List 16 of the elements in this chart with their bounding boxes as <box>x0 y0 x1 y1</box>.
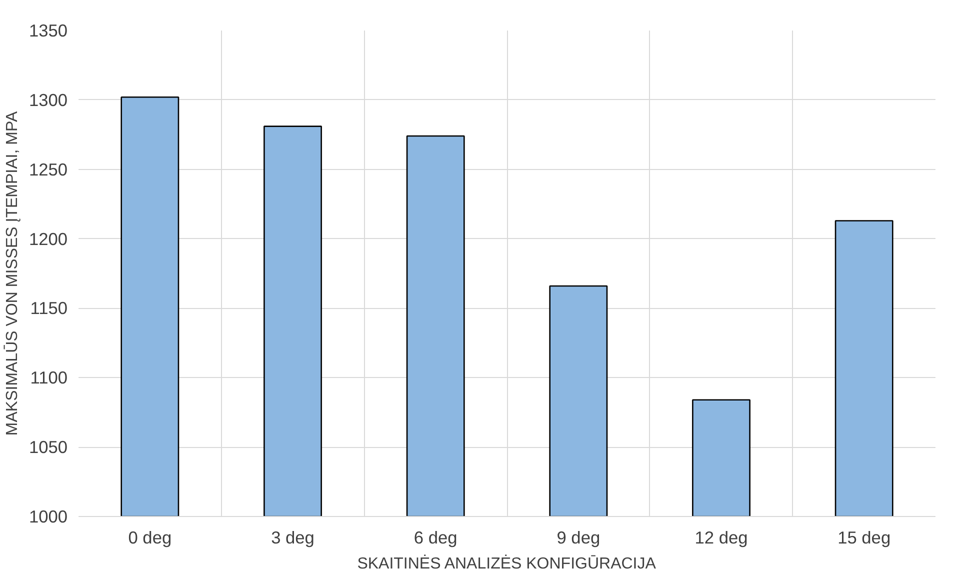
x-tick-label: 6 deg <box>414 528 458 548</box>
y-tick-label: 1350 <box>28 20 68 40</box>
y-tick-label: 1300 <box>28 90 68 110</box>
y-tick-label: 1250 <box>28 159 68 180</box>
y-tick-label: 1000 <box>28 506 68 526</box>
x-tick-label: 3 deg <box>271 528 314 548</box>
x-tick-label: 9 deg <box>556 528 600 548</box>
x-tick-label: 12 deg <box>694 528 748 548</box>
y-tick-label: 1100 <box>30 368 68 388</box>
x-tick-label: 0 deg <box>128 528 172 548</box>
y-tick-label: 1050 <box>28 437 68 458</box>
y-axis-title: MAKSIMALŪS VON MISSES ĮTEMPIAI, MPA <box>2 111 21 436</box>
x-tick-label: 15 deg <box>838 528 891 548</box>
y-tick-label: 1200 <box>28 228 68 249</box>
y-tick-label: 1150 <box>30 298 68 318</box>
x-axis-title: SKAITINĖS ANALIZĖS KONFIGŪRACIJA <box>357 554 656 572</box>
